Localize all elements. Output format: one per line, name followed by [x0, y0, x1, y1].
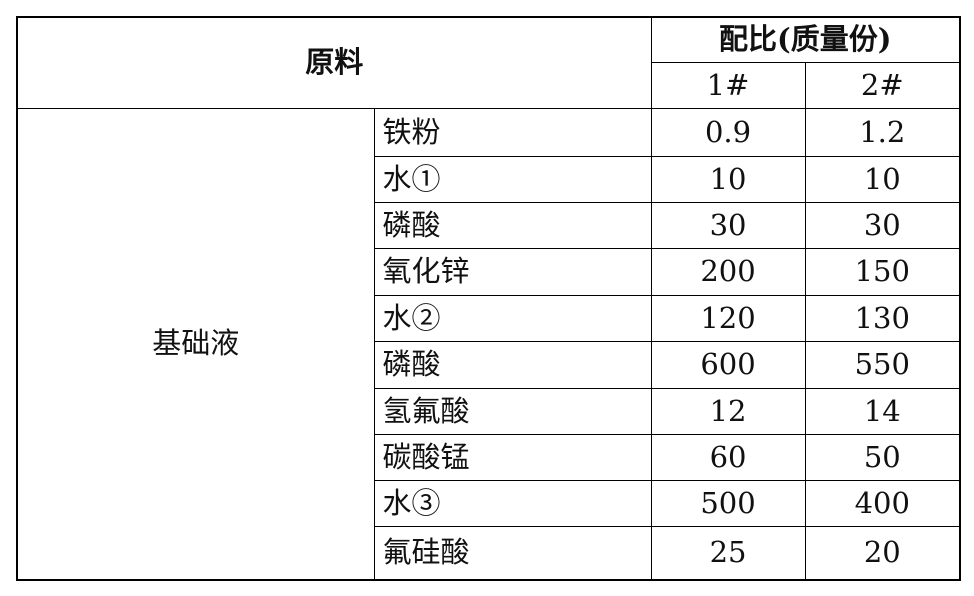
- value-formula-1: 10: [650, 155, 806, 203]
- table-row: 水① 10 10: [17, 155, 961, 203]
- value-formula-2: 150: [804, 247, 961, 296]
- ingredient-name: 磷酸: [373, 201, 652, 249]
- value-formula-2: 550: [804, 340, 961, 389]
- header-ratio: 配比(质量份): [650, 16, 961, 63]
- value-formula-1: 25: [650, 525, 806, 581]
- table-row: 磷酸 600 550: [17, 340, 961, 389]
- value-formula-1: 500: [650, 479, 806, 527]
- ingredient-name: 氟硅酸: [373, 525, 652, 581]
- ingredient-name: 氧化锌: [373, 247, 652, 296]
- table-row: 氢氟酸 12 14: [17, 387, 961, 435]
- value-formula-2: 20: [804, 525, 961, 581]
- value-formula-1: 12: [650, 387, 806, 435]
- ingredient-name: 磷酸: [373, 340, 652, 389]
- table-row: 基础液 铁粉 0.9 1.2: [16, 107, 961, 581]
- value-formula-1: 60: [650, 433, 806, 481]
- table-row: 氟硅酸 25 20: [17, 525, 961, 581]
- ingredient-name: 水②: [373, 294, 652, 342]
- ingredient-name: 水③: [373, 479, 652, 527]
- value-formula-2: 400: [804, 479, 961, 527]
- table-row: 碳酸锰 60 50: [17, 433, 961, 481]
- table-row: 水② 120 130: [17, 294, 961, 342]
- table-row: 水③ 500 400: [17, 479, 961, 527]
- ingredient-name: 氢氟酸: [373, 387, 652, 435]
- value-formula-2: 14: [804, 387, 961, 435]
- value-formula-1: 200: [650, 247, 806, 296]
- formula-table: 原料 配比(质量份) 1# 2# 基础液 铁粉 0.9 1.2 水① 10 10 磷酸 30 30…: [16, 16, 962, 581]
- ingredient-name: 碳酸锰: [373, 433, 652, 481]
- header-formula-1: 1#: [650, 61, 806, 109]
- ingredient-name: 铁粉: [373, 107, 652, 157]
- group-label: 基础液: [16, 107, 375, 581]
- value-formula-2: 30: [804, 201, 961, 249]
- value-formula-1: 120: [650, 294, 806, 342]
- ingredient-name: 水①: [373, 155, 652, 203]
- value-formula-2: 10: [804, 155, 961, 203]
- header-formula-2: 2#: [804, 61, 961, 109]
- value-formula-2: 50: [804, 433, 961, 481]
- header-material: 原料: [16, 16, 652, 109]
- value-formula-2: 1.2: [804, 107, 961, 157]
- value-formula-1: 30: [650, 201, 806, 249]
- value-formula-1: 0.9: [650, 107, 806, 157]
- value-formula-1: 600: [650, 340, 806, 389]
- value-formula-2: 130: [804, 294, 961, 342]
